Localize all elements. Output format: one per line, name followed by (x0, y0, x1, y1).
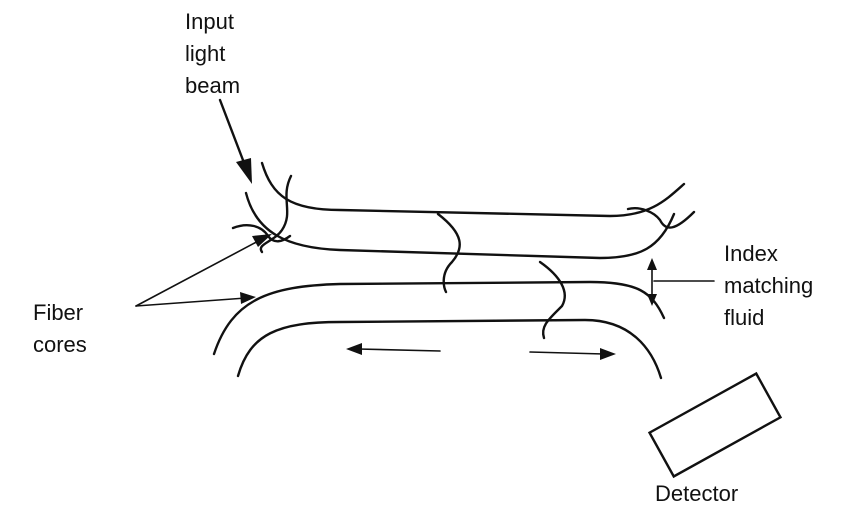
fiber-label-line-2: cores (33, 332, 87, 357)
index-label-line-1: Index (724, 241, 778, 266)
index-label-line-2: matching (724, 273, 814, 298)
fiber-cores-label: Fiber cores (33, 299, 87, 358)
break-mark-upper-middle (436, 212, 461, 294)
fiber-label-line-1: Fiber (33, 300, 84, 325)
upper-fiber-core-edge (244, 191, 676, 260)
input-label-line-2: light (185, 41, 226, 66)
detector-label-text: Detector (655, 481, 739, 506)
lower-fiber-bottom-edge (236, 318, 663, 380)
direction-arrows (346, 343, 616, 360)
fiber-cores-pointers (135, 234, 272, 307)
break-mark-lower-middle (538, 260, 566, 340)
input-beam-arrow (218, 98, 252, 184)
input-label-line-3: beam (185, 73, 241, 98)
index-matching-fluid-label: Index matching fluid (724, 240, 813, 331)
index-fluid-indicator (647, 258, 715, 306)
detector-box (647, 371, 783, 479)
index-label-line-3: fluid (724, 305, 765, 330)
input-label-line-1: Input (185, 9, 234, 34)
upper-fiber-top-edge (260, 161, 686, 218)
break-mark-upper-left (259, 174, 293, 254)
input-light-beam-label: Input light beam (185, 8, 240, 99)
upper-fiber (244, 161, 686, 260)
lower-fiber (212, 280, 666, 380)
detector-label: Detector (655, 480, 738, 507)
lower-fiber-core-edge (212, 280, 666, 356)
break-mark-upper-right (626, 207, 696, 229)
